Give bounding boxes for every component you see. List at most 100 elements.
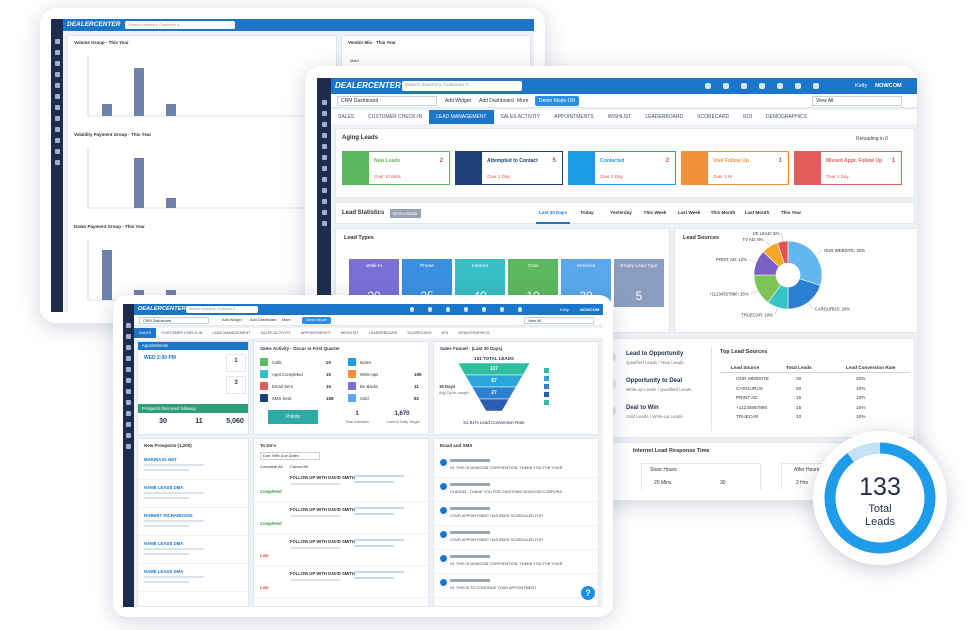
cancel-all-button[interactable]: Cancel All [290, 464, 308, 469]
conversion-subtitle: Write-up Leads / Qualified Leads [626, 387, 692, 392]
aging-card[interactable]: Missed Appt. Follow Up 1 Over 1 Day [794, 151, 902, 185]
message-avatar [440, 507, 447, 514]
pie-label: TRUECAR: 10% [741, 312, 773, 317]
more-button[interactable]: More [517, 98, 529, 104]
tab[interactable]: ROI [743, 114, 752, 120]
sidebar-icon [54, 149, 60, 154]
tab[interactable]: SCORECARD [407, 331, 432, 335]
todo-divider [254, 565, 428, 566]
tab[interactable]: LEAD MANAGEMENT [212, 331, 251, 335]
complete-all-button[interactable]: Complete All [260, 464, 283, 469]
period-filter[interactable]: Last Month [744, 210, 770, 215]
message-text: HI, THIS IS NOWCOM CORPORATION. THANK YO… [450, 466, 563, 470]
view-select-text: View All [528, 319, 542, 323]
toolbar: CRM Dashboard Add Widget Add Dashboard More… [331, 94, 917, 108]
tab[interactable]: APPOINTMENTS [300, 331, 331, 335]
followup-value: 5,060 [226, 418, 244, 425]
sidebar-icon [321, 144, 327, 149]
period-filter[interactable]: This Year [780, 210, 802, 215]
message-text: YOUR APPOINTMENT HAS BEEN SCHEDULED FOR [450, 538, 543, 542]
prospect-name[interactable]: NAME LEADS DMA [144, 541, 184, 546]
prospect-name[interactable]: NAME LEADS DMA [144, 569, 184, 574]
tab[interactable]: LEADERBOARD [368, 331, 398, 335]
after-hours-label: After Hours [794, 467, 820, 473]
bar [134, 68, 144, 116]
conversion-subtitle: Sold Leads / Write-up Leads [626, 414, 683, 419]
prospect-detail [144, 525, 189, 527]
search-box: Search Inventory, Customer #... [125, 21, 235, 29]
sidebar-icon [126, 422, 131, 427]
add-dashboard-button[interactable]: Add Dashboard [250, 318, 277, 322]
tab[interactable]: CUSTOMER CHECK-IN [161, 331, 203, 335]
help-button[interactable]: ? [581, 586, 595, 600]
period-filter[interactable]: This Week [643, 210, 667, 215]
prospect-detail [144, 492, 204, 494]
prospect-detail [144, 520, 204, 522]
todo-filter-text: Due: With Due Dates [263, 454, 299, 458]
add-widget-button[interactable]: Add Widget [222, 318, 242, 322]
card-label: Visit Follow Up [713, 158, 749, 164]
panel-title: Internet Lead Response Time [633, 448, 710, 454]
tab[interactable]: SCORECARD [697, 114, 730, 120]
prospect-name[interactable]: MARINA M. NET [144, 457, 177, 462]
demo-mode-toggle[interactable]: Demo Mode [302, 317, 331, 324]
tab[interactable]: LEAD MANAGEMENT [429, 110, 494, 124]
period-filter[interactable]: Last 30 Days [536, 203, 570, 224]
tab[interactable]: WISHLIST [607, 114, 632, 120]
sidebar-icon [126, 389, 131, 394]
aging-card[interactable]: Visit Follow Up 1 Over 1 Hr [681, 151, 789, 185]
period-filter[interactable]: Last Week [677, 210, 701, 215]
tab[interactable]: SALES [134, 328, 157, 338]
bar [102, 104, 112, 116]
tab[interactable]: CUSTOMER CHECK-IN [368, 114, 423, 120]
aging-card[interactable]: Attempted to Contact 5 Over 1 Day [455, 151, 563, 185]
todo-detail [354, 571, 404, 573]
period-filter[interactable]: This Month [710, 210, 736, 215]
table-cell: 10% [856, 414, 866, 419]
tab[interactable]: DEMOGRAPHICS [458, 331, 490, 335]
followup-value: 11 [195, 418, 203, 425]
aging-card[interactable]: New Leads 2 Over 10 Mins [342, 151, 450, 185]
conversion-title: Deal to Win [626, 405, 659, 411]
more-button[interactable]: More [282, 318, 291, 322]
panel-title: Lead Sources [683, 235, 720, 241]
period-filter[interactable]: Yesterday [610, 210, 632, 215]
tab[interactable]: SALES ACTIVITY [500, 114, 541, 120]
todo-detail [290, 483, 340, 485]
sidebar-icon [126, 356, 131, 361]
sidebar-icon [321, 188, 327, 193]
activity-label: SMS Sent [272, 395, 292, 401]
table-header: Lead Conversion Rate [846, 365, 896, 370]
sidebar-icon [126, 345, 131, 350]
sidebar-icon [54, 61, 60, 66]
tab[interactable]: SALES [338, 114, 355, 120]
demo-mode-toggle[interactable]: Demo Mode ON [535, 96, 580, 106]
tab[interactable]: LEADERBOARD [645, 114, 684, 120]
funnel-layer [478, 398, 510, 412]
todo-task: FOLLOW UP WITH DAVID SMITH [290, 539, 355, 544]
tab[interactable]: SALES ACTIVITY [260, 331, 291, 335]
prospect-name[interactable]: NAME LEADS DMA [144, 485, 184, 490]
activity-value: 195 [414, 371, 422, 377]
period-filter[interactable]: Today [580, 210, 594, 215]
tab[interactable]: ROI [441, 331, 449, 335]
panel-title: Sales Funnel - (Last 30 Days) [440, 346, 503, 351]
tab[interactable]: APPOINTMENTS [554, 114, 594, 120]
chart-title: Volume Group - This Year [74, 40, 129, 45]
table-cell: OUR WEBSITE [736, 376, 769, 381]
view-select: View All [524, 317, 594, 324]
sidebar-icon [126, 378, 131, 383]
sidebar-icon [54, 160, 60, 165]
message-sender [450, 579, 490, 582]
add-widget-button[interactable]: Add Widget [445, 98, 471, 104]
tab[interactable]: DEMOGRAPHICS [765, 114, 808, 120]
tab[interactable]: WISHLIST [340, 331, 359, 335]
message-avatar [440, 555, 447, 562]
points-button[interactable]: Points [268, 410, 318, 424]
count-value: 1 [234, 358, 238, 364]
todo-detail [354, 513, 394, 515]
prospect-name[interactable]: ROBERT RICHARDSON [144, 513, 193, 518]
todos-panel: To Do's Due: With Due Dates Complete All Ca… [253, 438, 429, 607]
aging-card[interactable]: Contacted 2 Over 1 Day [568, 151, 676, 185]
add-dashboard-button[interactable]: Add Dashboard [479, 98, 514, 104]
